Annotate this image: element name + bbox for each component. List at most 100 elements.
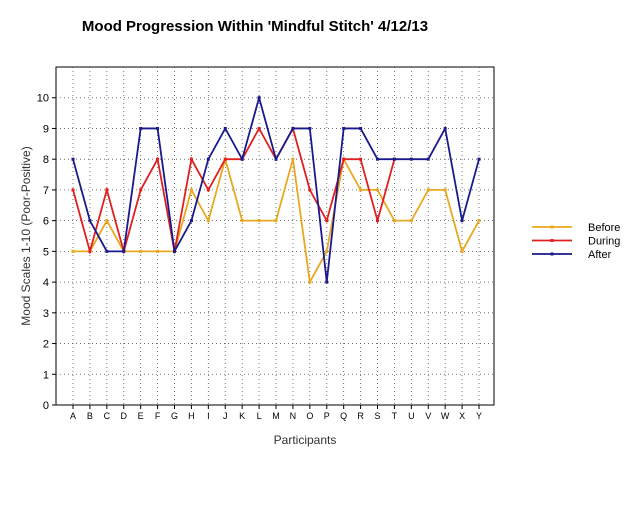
y-tick-label: 7 (43, 185, 49, 197)
data-point-during (376, 219, 379, 223)
y-tick-label: 4 (43, 277, 49, 289)
data-point-before (308, 280, 312, 284)
x-tick-label: O (306, 411, 313, 421)
data-point-after (156, 126, 160, 130)
y-tick-label: 0 (43, 400, 49, 412)
data-point-before (409, 219, 413, 223)
x-tick-label: L (257, 411, 262, 421)
data-point-after (359, 126, 363, 130)
data-point-after (274, 157, 278, 161)
data-point-after (325, 280, 329, 284)
data-point-during (139, 188, 143, 192)
x-tick-label: G (171, 411, 178, 421)
data-point-before (426, 188, 430, 192)
y-tick-label: 10 (37, 93, 49, 105)
data-point-after (460, 219, 464, 223)
data-point-before (105, 219, 109, 223)
x-axis-label: Participants (274, 433, 337, 447)
data-point-during (342, 157, 346, 161)
legend-marker-after (550, 252, 554, 256)
data-point-after (240, 157, 244, 161)
data-point-after (223, 126, 227, 130)
data-point-during (257, 126, 261, 130)
data-point-before (291, 157, 295, 161)
data-point-after (308, 126, 312, 130)
data-point-after (409, 157, 413, 161)
y-tick-label: 6 (43, 216, 49, 228)
data-point-before (460, 249, 464, 253)
data-point-after (189, 219, 193, 223)
data-point-after (105, 249, 109, 253)
data-point-after (71, 157, 75, 161)
y-tick-label: 1 (43, 369, 49, 381)
data-point-during (71, 188, 75, 192)
x-tick-label: F (155, 411, 161, 421)
data-point-after (342, 126, 346, 130)
x-tick-label: R (357, 411, 364, 421)
legend-marker-during (550, 239, 554, 242)
y-tick-label: 5 (43, 246, 49, 258)
data-point-before (477, 219, 481, 223)
data-point-during (189, 157, 193, 161)
x-tick-label: P (324, 411, 330, 421)
x-tick-label: B (87, 411, 93, 421)
data-point-during (223, 157, 227, 161)
data-point-after (139, 126, 143, 130)
x-tick-label: X (459, 411, 465, 421)
data-point-during (105, 188, 109, 192)
x-tick-label: T (392, 411, 398, 421)
data-point-after (206, 157, 210, 161)
data-point-during (206, 188, 210, 192)
x-tick-label: M (272, 411, 280, 421)
data-point-during (308, 188, 312, 192)
data-point-before (139, 249, 143, 253)
data-point-after (173, 249, 176, 253)
x-tick-label: S (374, 411, 380, 421)
data-point-after (291, 126, 295, 130)
data-point-before (189, 188, 193, 192)
y-tick-label: 2 (43, 339, 49, 351)
y-tick-label: 9 (43, 123, 49, 135)
legend-label-before: Before (588, 222, 620, 234)
x-tick-label: H (188, 411, 195, 421)
chart-title: Mood Progression Within 'Mindful Stitch'… (82, 18, 428, 35)
data-point-before (71, 249, 75, 253)
x-tick-label: U (408, 411, 415, 421)
data-point-before (240, 219, 244, 223)
series-layer (71, 94, 481, 285)
legend-label-after: After (588, 249, 612, 261)
x-tick-label: C (104, 411, 111, 421)
data-point-after (376, 157, 379, 161)
data-point-before (376, 188, 379, 192)
plot-area (55, 66, 495, 406)
data-point-before (392, 219, 396, 223)
data-point-after (122, 249, 126, 253)
data-point-during (156, 157, 160, 161)
data-point-during (359, 157, 363, 161)
x-tick-label: I (207, 411, 210, 421)
x-tick-label: D (121, 411, 128, 421)
x-tick-label: N (290, 411, 297, 421)
x-tick-label: W (441, 411, 450, 421)
legend-label-during: During (588, 236, 620, 248)
x-tick-label: V (425, 411, 431, 421)
data-point-after (426, 157, 430, 161)
data-point-before (325, 249, 329, 253)
y-tick-label: 3 (43, 308, 49, 320)
legend-marker-before (550, 225, 554, 229)
data-point-before (359, 188, 363, 192)
x-tick-label: K (239, 411, 245, 421)
data-point-after (443, 126, 447, 130)
data-point-after (392, 157, 396, 161)
data-point-during (88, 249, 92, 253)
data-point-after (477, 157, 481, 161)
data-point-after (88, 219, 92, 223)
y-axis: 0 1 2 3 4 5 6 7 8 9 10 (37, 93, 56, 412)
x-tick-label: Q (340, 411, 347, 421)
grid-lines (56, 67, 494, 405)
data-point-before (206, 219, 210, 223)
y-axis-label: Mood Scales 1-10 (Poor-Positive) (19, 146, 33, 325)
data-point-after (257, 96, 261, 100)
